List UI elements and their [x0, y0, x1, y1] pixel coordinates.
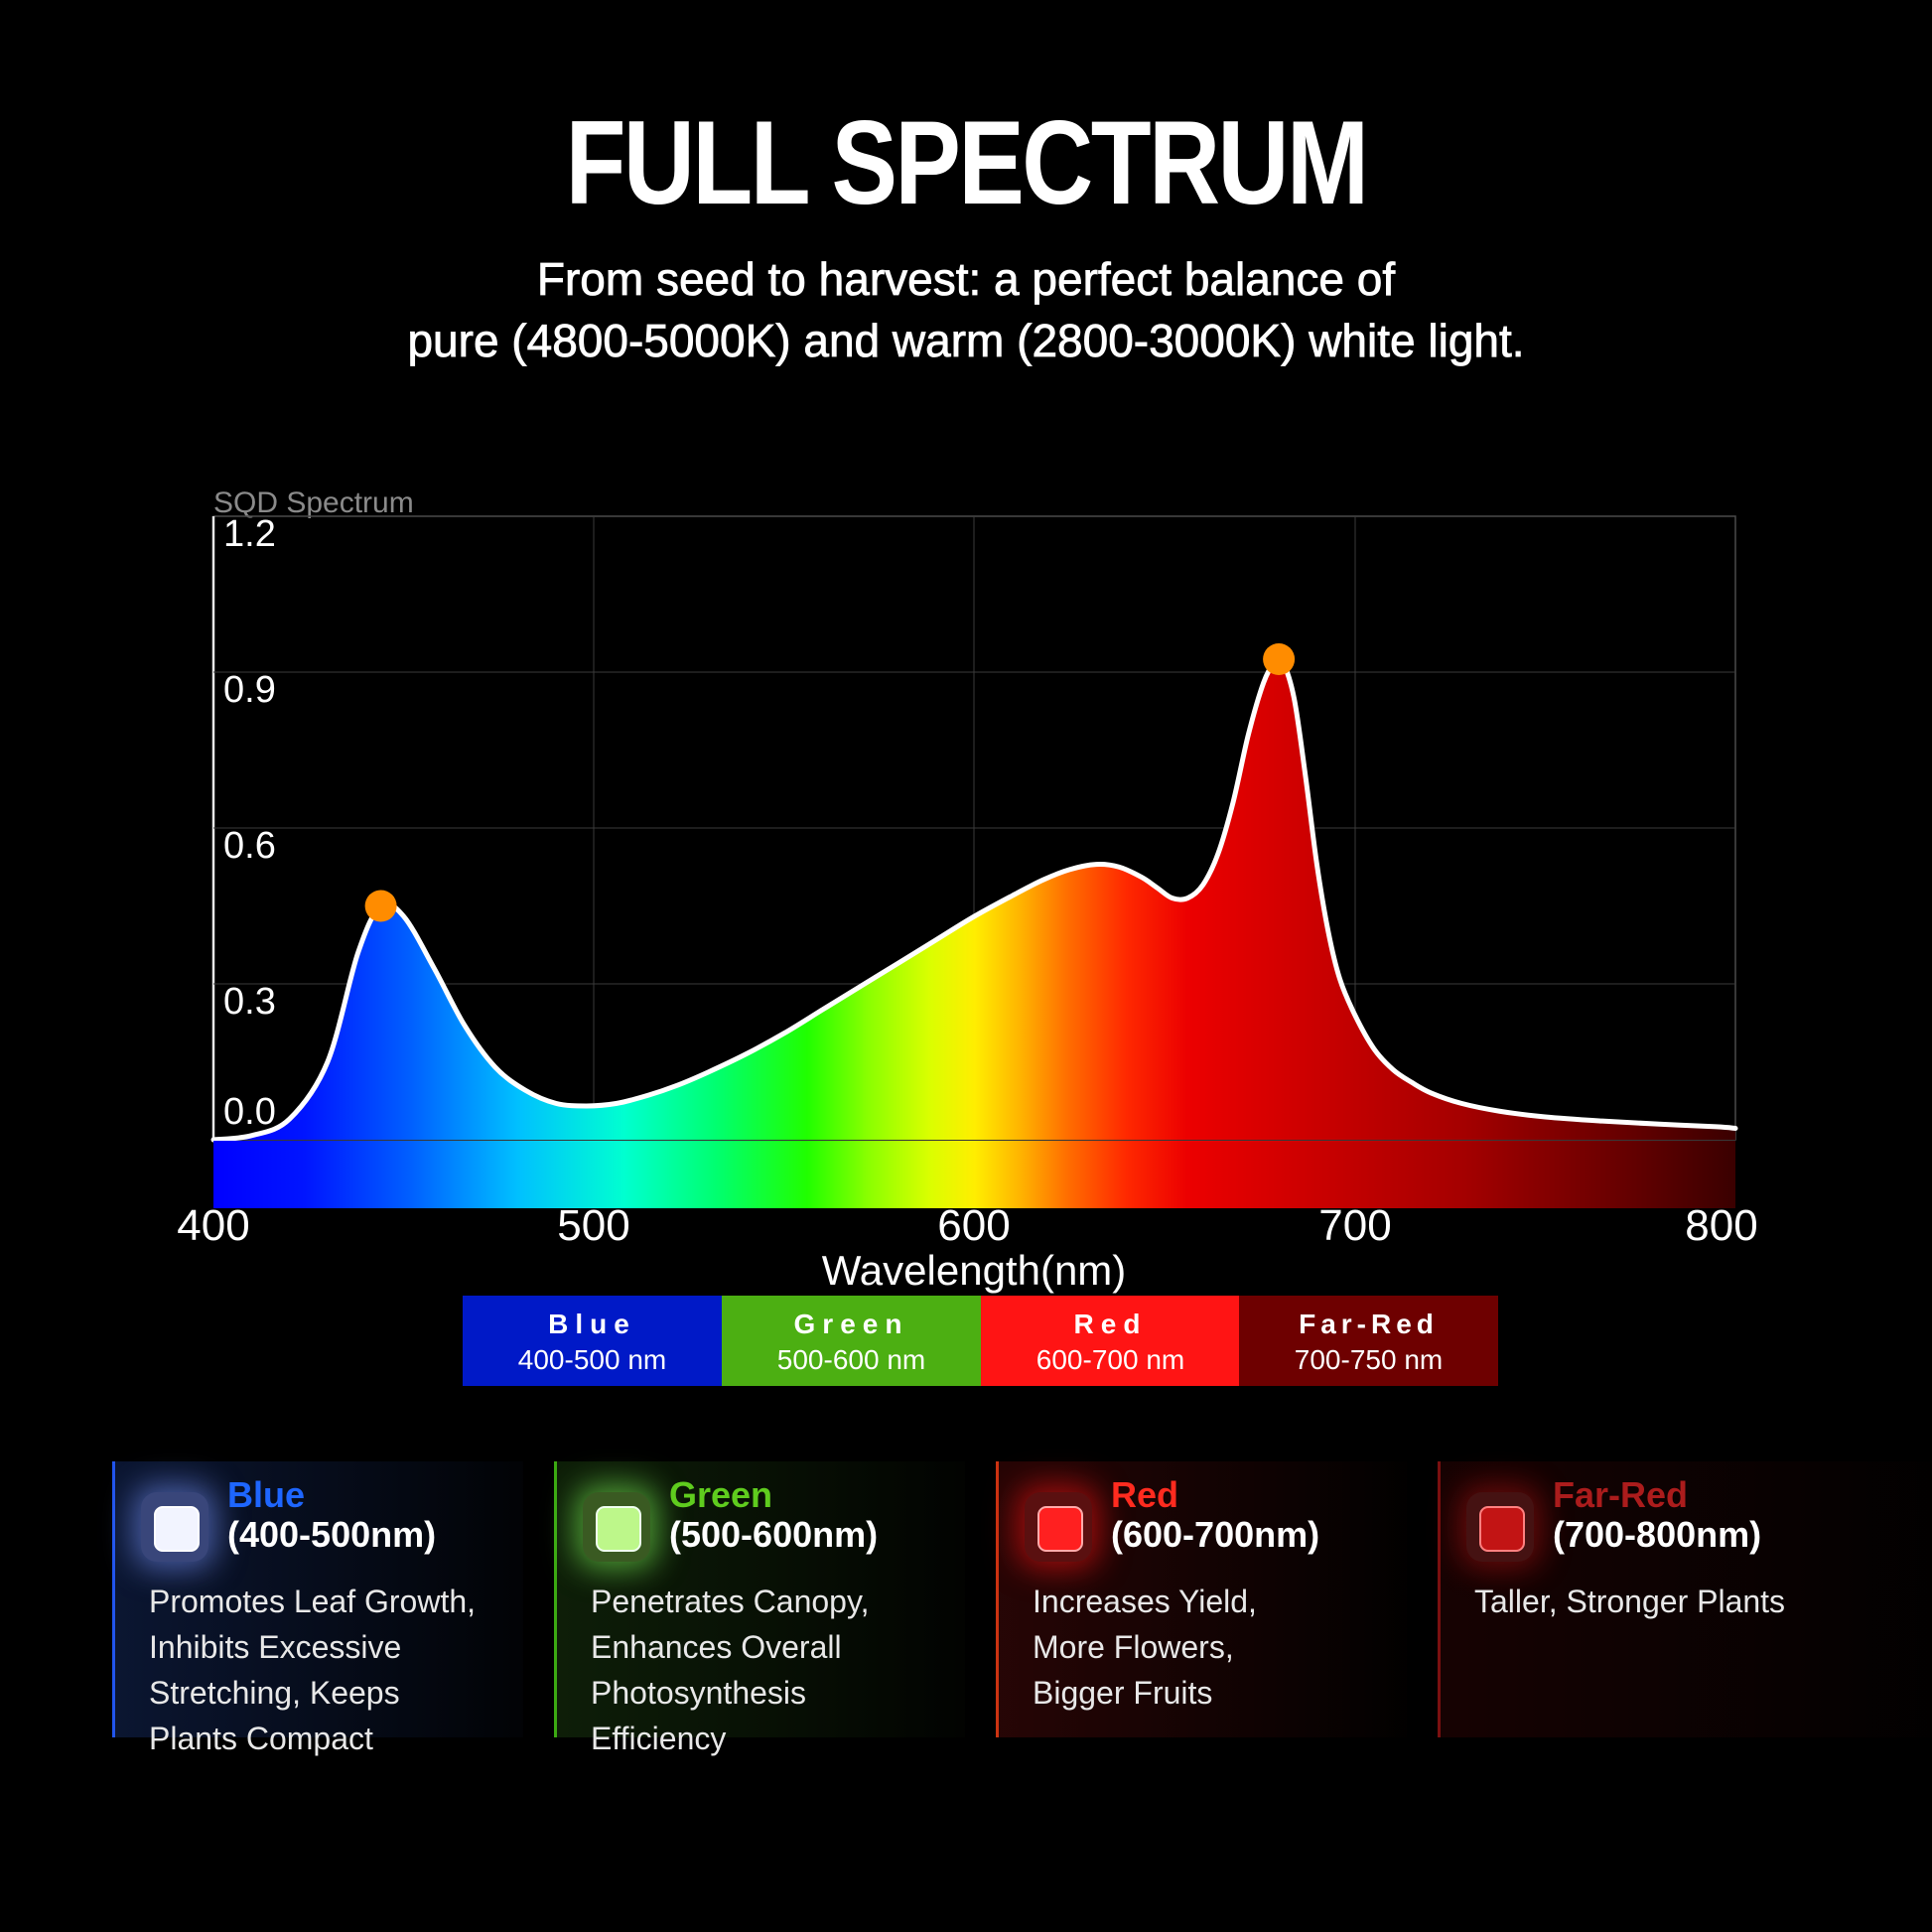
svg-text:Wavelength(nm): Wavelength(nm) [822, 1247, 1127, 1294]
svg-text:400: 400 [177, 1201, 249, 1250]
svg-text:0.6: 0.6 [223, 825, 276, 867]
svg-text:0.3: 0.3 [223, 981, 276, 1023]
svg-text:800: 800 [1685, 1201, 1757, 1250]
svg-text:0.0: 0.0 [223, 1091, 276, 1133]
svg-text:0.9: 0.9 [223, 669, 276, 711]
svg-text:700: 700 [1318, 1201, 1391, 1250]
svg-text:500: 500 [557, 1201, 629, 1250]
svg-text:600: 600 [937, 1201, 1010, 1250]
svg-text:1.2: 1.2 [223, 513, 276, 555]
